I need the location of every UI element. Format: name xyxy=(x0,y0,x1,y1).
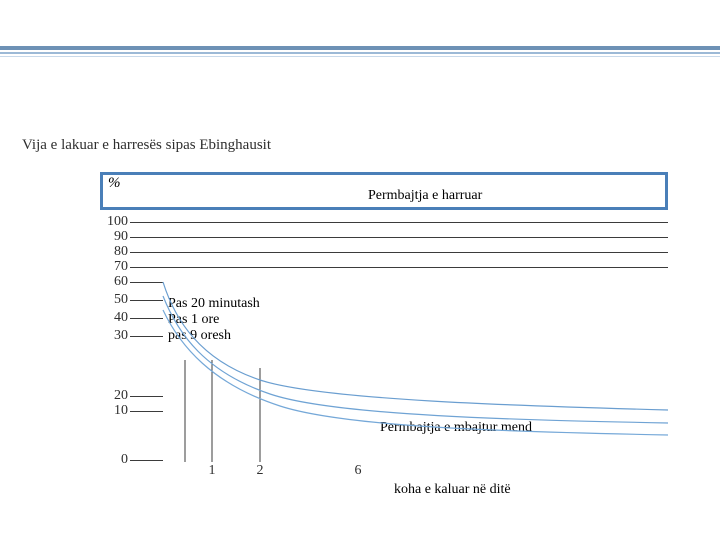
y-tick-label: 30 xyxy=(100,328,128,344)
y-tick-label: 0 xyxy=(100,452,128,468)
grid-line xyxy=(130,411,163,412)
y-tick-label: 10 xyxy=(100,403,128,419)
y-axis-unit: % xyxy=(108,175,121,192)
deco-line-1 xyxy=(0,46,720,50)
grid-line xyxy=(130,300,163,301)
grid-line xyxy=(130,267,668,268)
decorative-top-lines xyxy=(0,46,720,60)
y-tick-label: 100 xyxy=(100,214,128,230)
page-title: Vija e lakuar e harresës sipas Ebinghaus… xyxy=(22,137,271,154)
grid-line xyxy=(130,237,668,238)
x-axis-label: koha e kaluar në ditë xyxy=(394,482,511,498)
grid-line xyxy=(130,318,163,319)
deco-line-3 xyxy=(0,56,720,57)
legend-forgotten: Permbajtja e harruar xyxy=(368,188,482,204)
x-tick-label: 1 xyxy=(202,463,222,479)
grid-line xyxy=(130,282,163,283)
y-tick-label: 60 xyxy=(100,274,128,290)
y-tick-label: 80 xyxy=(100,244,128,260)
grid-line xyxy=(130,460,163,461)
grid-line xyxy=(130,222,668,223)
grid-line xyxy=(130,396,163,397)
annotation-20min: Pas 20 minutash xyxy=(168,296,260,312)
grid-line xyxy=(130,336,163,337)
annotation-9hr: pas 9 oresh xyxy=(168,328,231,344)
y-tick-label: 20 xyxy=(100,388,128,404)
annotation-1hr: Pas 1 ore xyxy=(168,312,219,328)
legend-retained: Permbajtja e mbajtur mend xyxy=(380,420,532,436)
y-tick-label: 70 xyxy=(100,259,128,275)
y-tick-label: 90 xyxy=(100,229,128,245)
x-tick-label: 2 xyxy=(250,463,270,479)
x-tick-label: 6 xyxy=(348,463,368,479)
y-tick-label: 40 xyxy=(100,310,128,326)
grid-line xyxy=(130,252,668,253)
deco-line-2 xyxy=(0,52,720,54)
y-tick-label: 50 xyxy=(100,292,128,308)
